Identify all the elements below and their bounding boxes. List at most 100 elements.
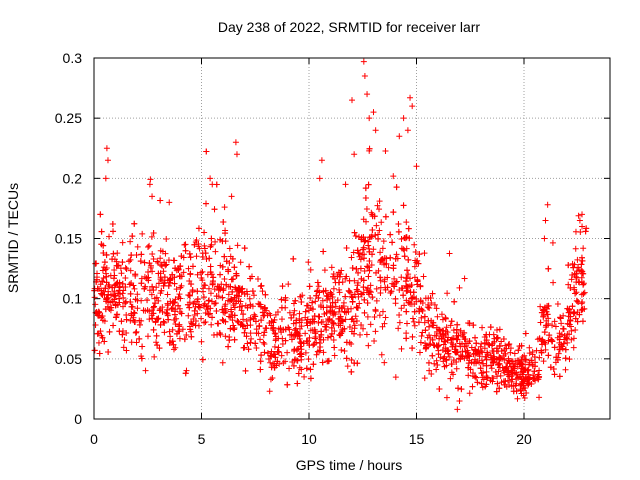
data-point xyxy=(516,361,523,368)
data-point xyxy=(411,322,418,329)
data-point xyxy=(404,267,411,274)
data-point xyxy=(454,406,461,413)
data-point xyxy=(240,323,247,330)
data-point xyxy=(94,270,101,277)
data-point xyxy=(346,288,353,295)
data-point xyxy=(162,262,169,269)
data-point xyxy=(403,234,410,241)
data-point xyxy=(531,376,538,383)
data-point xyxy=(244,304,251,311)
data-point xyxy=(250,315,257,322)
data-point xyxy=(318,157,325,164)
data-point xyxy=(93,276,100,283)
data-point xyxy=(445,334,452,341)
data-point xyxy=(199,356,206,363)
data-point xyxy=(113,311,120,318)
data-point xyxy=(232,139,239,146)
data-point xyxy=(327,289,334,296)
data-point xyxy=(201,245,208,252)
data-point xyxy=(197,269,204,276)
data-point xyxy=(191,307,198,314)
data-point xyxy=(496,354,503,361)
data-point xyxy=(198,315,205,322)
data-point xyxy=(378,219,385,226)
data-point xyxy=(152,300,159,307)
data-point xyxy=(134,243,141,250)
data-point xyxy=(481,340,488,347)
data-point xyxy=(218,281,225,288)
data-point xyxy=(496,385,503,392)
data-point xyxy=(360,325,367,332)
data-point xyxy=(282,326,289,333)
data-point xyxy=(560,325,567,332)
data-point xyxy=(562,355,569,362)
data-point xyxy=(379,308,386,315)
data-point xyxy=(244,340,251,347)
data-point xyxy=(556,333,563,340)
data-point xyxy=(312,328,319,335)
data-point xyxy=(443,324,450,331)
data-point xyxy=(112,292,119,299)
data-point xyxy=(176,321,183,328)
data-point xyxy=(515,374,522,381)
data-point xyxy=(175,328,182,335)
data-point xyxy=(294,380,301,387)
data-point xyxy=(231,336,238,343)
data-point xyxy=(554,301,561,308)
x-tick-label: 5 xyxy=(198,431,206,447)
data-point xyxy=(271,330,278,337)
data-point xyxy=(434,362,441,369)
data-point xyxy=(137,258,144,265)
data-point xyxy=(488,354,495,361)
data-point xyxy=(377,249,384,256)
data-point xyxy=(379,245,386,252)
data-point xyxy=(275,349,282,356)
data-point xyxy=(261,305,268,312)
data-point xyxy=(388,288,395,295)
data-point xyxy=(558,341,565,348)
data-point xyxy=(127,290,134,297)
data-point xyxy=(366,115,373,122)
data-point xyxy=(320,248,327,255)
data-point xyxy=(369,251,376,258)
data-point xyxy=(343,355,350,362)
data-point xyxy=(532,363,539,370)
data-point xyxy=(226,337,233,344)
data-point xyxy=(249,288,256,295)
data-point xyxy=(161,259,168,266)
data-point xyxy=(335,269,342,276)
data-point xyxy=(579,223,586,230)
data-point xyxy=(373,297,380,304)
data-point xyxy=(213,308,220,315)
data-point xyxy=(221,275,228,282)
data-point xyxy=(146,181,153,188)
y-tick-label: 0.2 xyxy=(63,170,83,186)
data-point xyxy=(411,263,418,270)
data-point xyxy=(219,294,226,301)
data-point xyxy=(400,115,407,122)
data-point xyxy=(163,236,170,243)
data-point xyxy=(180,269,187,276)
y-axis-label: SRMTID / TECUs xyxy=(5,183,21,293)
data-point xyxy=(256,323,263,330)
data-point xyxy=(185,312,192,319)
data-point xyxy=(133,328,140,335)
data-point xyxy=(515,347,522,354)
data-point xyxy=(306,283,313,290)
data-point xyxy=(192,238,199,245)
data-point xyxy=(407,94,414,101)
data-point xyxy=(93,309,100,316)
data-point xyxy=(151,353,158,360)
data-point xyxy=(378,351,385,358)
data-point xyxy=(146,260,153,267)
data-point xyxy=(123,316,130,323)
data-point xyxy=(289,358,296,365)
data-point xyxy=(290,255,297,262)
data-point xyxy=(336,315,343,322)
data-point xyxy=(307,366,314,373)
data-point xyxy=(192,318,199,325)
data-point xyxy=(103,145,110,152)
data-point xyxy=(212,300,219,307)
data-point xyxy=(92,321,99,328)
data-point xyxy=(307,295,314,302)
